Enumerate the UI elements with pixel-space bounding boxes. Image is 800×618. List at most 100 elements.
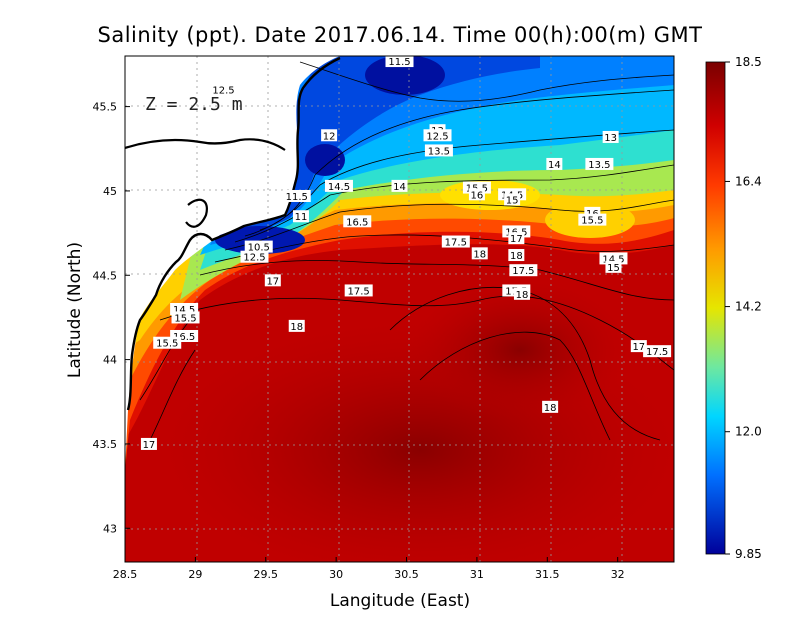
- contour-label-text: 11.5: [286, 192, 308, 203]
- x-tick-label: 28.5: [113, 568, 138, 581]
- x-tick-label: 31.5: [535, 568, 560, 581]
- contour-label-text: 18: [516, 290, 529, 301]
- contour-label: 18: [542, 400, 559, 414]
- contour-label-bg: [468, 188, 485, 201]
- contour-label-bg: [244, 240, 273, 253]
- contour-label-text: 16: [471, 190, 484, 201]
- x-axis-label: Langitude (East): [330, 591, 470, 611]
- x-tick-label: 29.5: [254, 568, 279, 581]
- contour-label: 18: [471, 247, 488, 260]
- contour-label-text: 14: [393, 182, 406, 193]
- x-tick-label: 31: [470, 568, 484, 581]
- contour-label-text: 12.5: [426, 131, 448, 142]
- colorbar-tick-label: 16.4: [735, 174, 762, 188]
- contour-label-text: 17: [632, 342, 645, 353]
- x-tick-label: 29: [188, 568, 202, 581]
- contour-label-text: 15: [607, 263, 620, 274]
- contour-label: 15: [605, 260, 622, 274]
- contour-label-bg: [343, 215, 372, 228]
- contour-label: 14: [391, 179, 408, 193]
- contour-label-text: 18: [473, 249, 486, 260]
- contour-label-text: 18: [544, 403, 557, 414]
- contour-label-text: 14.5: [328, 182, 350, 193]
- contour-label-text: 15.5: [581, 216, 603, 227]
- contour-label-bg: [513, 287, 530, 300]
- contour-label-bg: [441, 235, 470, 248]
- contour-label-text: 14.5: [173, 305, 195, 316]
- contour-label-text: 17.5: [445, 238, 467, 249]
- contour-label: 18: [513, 287, 530, 301]
- contour-label: 14: [546, 157, 563, 171]
- contour-label-bg: [140, 437, 157, 450]
- contour-label-text: 12.5: [243, 253, 265, 264]
- contour-label: 17.5: [344, 284, 373, 297]
- contour-label: 13.5: [424, 144, 453, 157]
- contour-label-bg: [171, 311, 200, 324]
- contour-label-text: 17: [266, 276, 279, 287]
- contour-label-text: 13: [604, 133, 617, 144]
- contour-label: 13.5: [585, 157, 614, 171]
- contour-label-text: 17.5: [348, 286, 370, 297]
- contour-label-text: 18: [290, 322, 303, 333]
- contour-label-text: 11.5: [388, 57, 410, 68]
- depth-annotation: Z = 2.5 m: [145, 94, 243, 115]
- contour-label-bg: [509, 264, 538, 277]
- x-tick-label: 30.5: [394, 568, 419, 581]
- y-tick-label: 44: [103, 354, 117, 367]
- contour-label: 15.5: [171, 311, 200, 324]
- contour-label: 15.5: [153, 336, 182, 350]
- contour-label: 12.5: [423, 129, 452, 142]
- contour-label-bg: [643, 345, 672, 358]
- contour-label-text: 14.5: [602, 254, 624, 265]
- contour-label: 15.5: [578, 213, 607, 227]
- x-tick-label: 30: [329, 568, 343, 581]
- y-axis-ticks: 43 43.5 44 44.5 45 45.5: [93, 101, 130, 535]
- contour-label-text: 17: [143, 440, 156, 451]
- colorbar: 18.5 16.4 14.2 12.0 9.85: [705, 55, 762, 561]
- contour-label: 16.5: [343, 215, 372, 228]
- contour-label-bg: [321, 129, 338, 142]
- contour-label-text: 18: [510, 251, 523, 262]
- contour-label: 14.5: [324, 179, 353, 193]
- contour-label-text: 10.5: [248, 243, 270, 254]
- contour-label: 11: [292, 210, 309, 223]
- contour-label-text: 11: [295, 212, 308, 223]
- contour-label: 17: [140, 437, 157, 451]
- contour-label: 17.5: [643, 345, 672, 358]
- y-tick-label: 45.5: [93, 101, 118, 114]
- contour-label: 11.5: [282, 189, 311, 203]
- contour-label-text: 17.5: [512, 266, 534, 277]
- contour-label-bg: [209, 83, 238, 96]
- contour-label: 12: [321, 129, 338, 142]
- contour-label-text: 14: [548, 160, 561, 171]
- contour-label: 11.5: [385, 55, 414, 68]
- coastline: [126, 56, 341, 411]
- contour-label-bg: [546, 157, 563, 170]
- contour-label-bg: [324, 179, 353, 192]
- contour-labels: 11.512.5121312.513.5131413.514.51415.516…: [140, 55, 672, 451]
- contour-label: 12.5: [240, 250, 269, 264]
- contour-label-bg: [602, 130, 619, 143]
- contour-label-bg: [391, 179, 408, 192]
- chart-title: Salinity (ppt). Date 2017.06.14. Time 00…: [98, 23, 703, 47]
- contour-label: 18: [508, 249, 525, 262]
- contour-label-text: 16.5: [173, 332, 195, 343]
- contour-label: 17: [630, 340, 647, 353]
- x-tick-label: 32: [611, 568, 625, 581]
- contour-label-text: 15.5: [174, 313, 196, 324]
- contour-label-text: 12.5: [212, 86, 234, 97]
- contour-label-bg: [264, 274, 281, 287]
- colorbar-tick-labels: 18.5 16.4 14.2 12.0 9.85: [725, 55, 762, 561]
- contour-label-bg: [385, 55, 414, 68]
- contour-label: 12.5: [209, 83, 238, 97]
- contour-label-text: 15: [506, 195, 519, 206]
- contour-label-text: 17.5: [646, 347, 668, 358]
- x-axis-ticks: 28.5 29 29.5 30 30.5 31 31.5 32: [113, 557, 625, 581]
- y-axis-label: Latitude (North): [65, 242, 85, 378]
- plot-frame: [124, 55, 675, 563]
- contour-label-bg: [292, 210, 309, 223]
- contour-label: 13: [602, 130, 619, 144]
- contour-label-bg: [240, 250, 269, 263]
- coastline-inlet: [124, 138, 286, 228]
